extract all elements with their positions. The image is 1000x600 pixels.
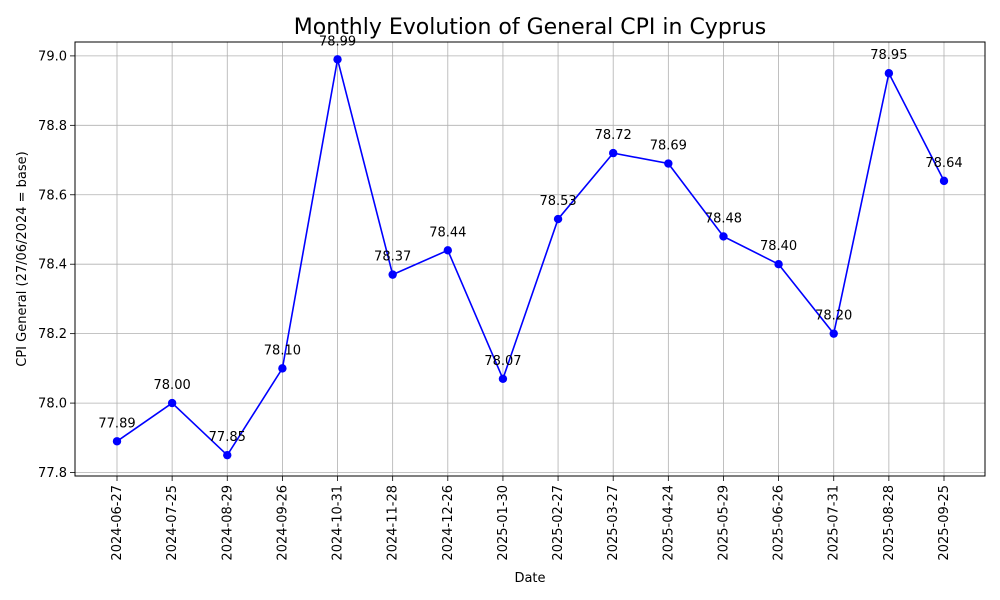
data-point-marker [443, 246, 452, 255]
data-point-marker [939, 176, 949, 186]
data-label: 78.69 [650, 139, 687, 154]
x-tick-label: 2024-07-25 [165, 485, 180, 561]
data-label: 78.99 [319, 34, 356, 49]
data-label: 77.85 [209, 430, 246, 445]
data-label: 78.72 [595, 128, 632, 143]
x-tick-label: 2025-01-30 [496, 485, 511, 561]
data-point-marker [774, 260, 783, 269]
data-point-marker [388, 270, 397, 279]
x-tick-label: 2025-03-27 [606, 485, 621, 561]
data-point-marker [829, 329, 838, 338]
series-line [116, 59, 945, 457]
data-point-marker [884, 69, 894, 78]
data-point-marker [223, 450, 232, 460]
data-label: 78.40 [760, 239, 797, 254]
y-tick-label: 78.2 [38, 327, 67, 342]
data-point-marker [333, 55, 342, 64]
y-tick-label: 78.6 [38, 188, 67, 203]
x-tick-label: 2024-06-27 [110, 485, 125, 561]
data-point-marker [167, 398, 177, 408]
chart-title: Monthly Evolution of General CPI in Cypr… [294, 15, 767, 40]
y-tick-label: 79.0 [38, 49, 67, 64]
data-point-marker [278, 364, 287, 373]
y-tick-label: 78.8 [38, 119, 67, 134]
x-tick-label: 2024-08-29 [220, 485, 235, 561]
x-tick-label: 2025-02-27 [551, 485, 566, 561]
data-label: 78.95 [870, 48, 907, 63]
x-tick-label: 2024-09-26 [275, 485, 290, 561]
x-tick-label: 2025-06-26 [772, 485, 787, 561]
x-tick-label: 2025-09-25 [937, 485, 952, 561]
data-point-marker [609, 148, 618, 158]
data-point-marker [498, 374, 508, 383]
x-tick-label: 2025-07-31 [827, 485, 842, 561]
x-tick-label: 2024-11-28 [386, 485, 401, 561]
grid-layer [75, 42, 985, 476]
data-label: 78.20 [815, 309, 852, 324]
data-label: 78.44 [429, 225, 466, 240]
x-tick-label: 2024-12-26 [441, 485, 456, 561]
y-tick-label: 78.0 [38, 397, 67, 412]
data-label: 78.00 [154, 378, 191, 393]
y-axis-title: CPI General (27/06/2024 = base) [15, 151, 30, 366]
y-tick-label: 77.8 [38, 466, 67, 481]
data-label: 78.37 [374, 250, 411, 265]
data-point-marker [112, 437, 122, 446]
data-point-marker [719, 232, 728, 241]
data-label: 78.53 [539, 194, 576, 209]
x-tick-label: 2025-04-24 [661, 485, 676, 561]
data-point-marker [553, 214, 563, 224]
x-axis-title: Date [514, 571, 545, 586]
series-layer [112, 55, 949, 460]
data-label: 78.10 [264, 343, 301, 358]
x-tick-label: 2025-05-29 [716, 485, 731, 561]
y-tick-label: 78.4 [38, 258, 67, 273]
axes-layer: 2024-06-27 2024-07-25 2024-08-29 2024-09-26… [38, 41, 986, 561]
plot-frame [74, 41, 986, 477]
data-label: 78.48 [705, 211, 742, 226]
data-point-marker [664, 159, 673, 168]
x-tick-label: 2024-10-31 [331, 485, 346, 561]
data-label: 78.64 [925, 156, 962, 171]
data-label: 77.89 [98, 416, 135, 431]
data-labels-layer: 77.89 78.00 77.85 78.10 78.99 78.37 78.44 78.07… [98, 34, 962, 445]
x-tick-label: 2025-08-28 [882, 485, 897, 561]
data-label: 78.07 [484, 354, 521, 369]
